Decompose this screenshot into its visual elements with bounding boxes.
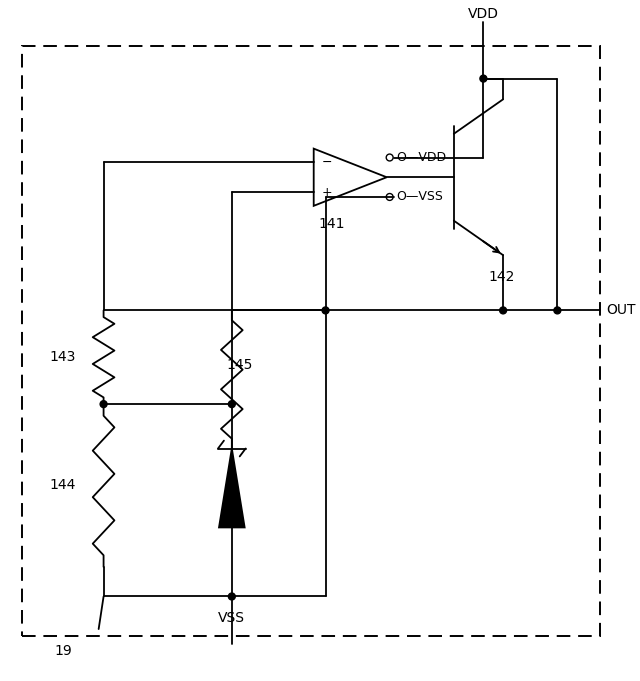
Text: O—VDD: O—VDD xyxy=(397,151,447,164)
Circle shape xyxy=(100,400,107,408)
Circle shape xyxy=(228,593,236,600)
Text: 142: 142 xyxy=(488,270,515,284)
Circle shape xyxy=(228,400,236,408)
Circle shape xyxy=(500,307,506,314)
Text: VSS: VSS xyxy=(218,611,245,625)
Text: 19: 19 xyxy=(54,644,72,658)
Text: 143: 143 xyxy=(49,350,76,364)
Text: +: + xyxy=(321,185,332,199)
Circle shape xyxy=(480,75,487,82)
Text: OUT: OUT xyxy=(607,304,636,317)
Text: −: − xyxy=(321,156,332,169)
Polygon shape xyxy=(219,449,244,528)
Text: 144: 144 xyxy=(49,478,76,492)
Circle shape xyxy=(554,307,561,314)
Text: 145: 145 xyxy=(227,358,253,372)
Circle shape xyxy=(322,307,329,314)
Text: O—VSS: O—VSS xyxy=(397,191,444,204)
Text: VDD: VDD xyxy=(468,7,499,22)
Text: 141: 141 xyxy=(319,217,345,231)
